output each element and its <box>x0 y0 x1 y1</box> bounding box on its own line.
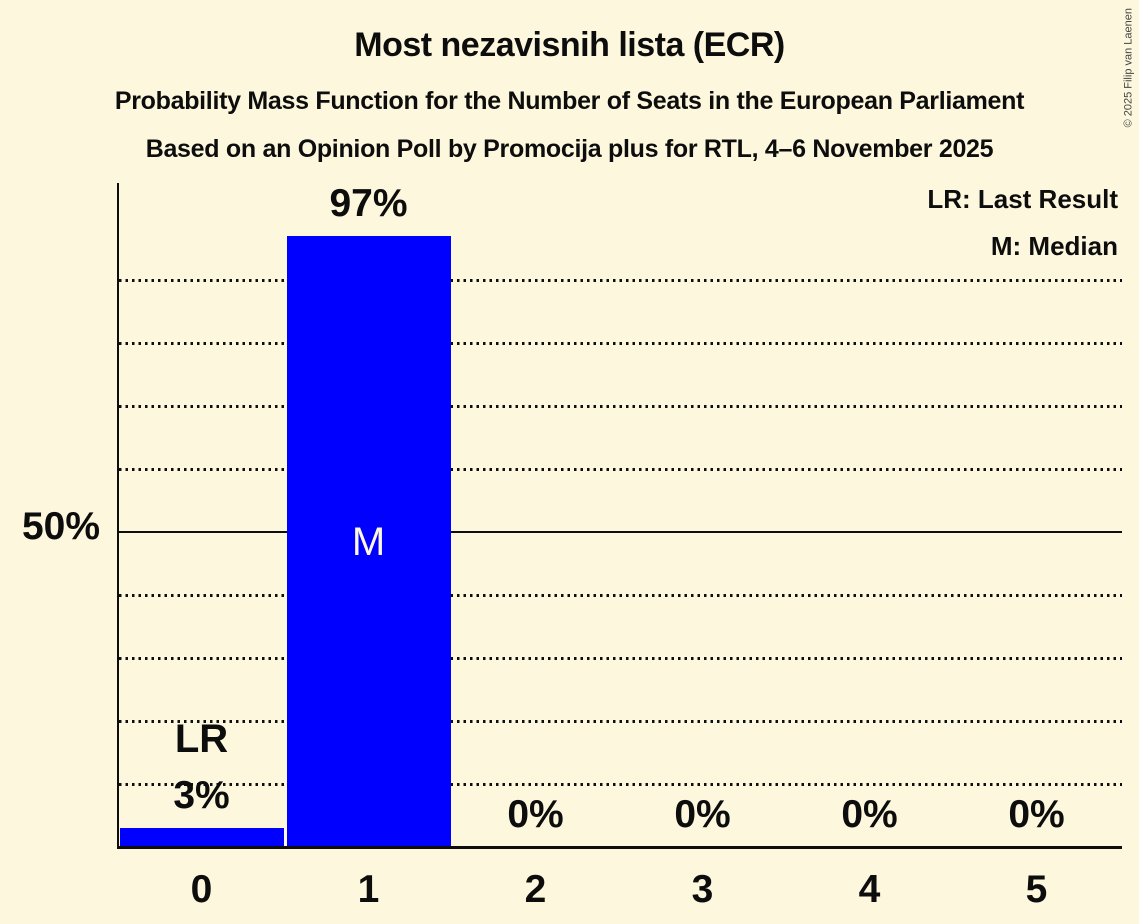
last-result-marker: LR <box>174 717 229 761</box>
gridline-50pct-solid <box>119 531 1122 533</box>
y-axis-line <box>117 183 119 847</box>
x-tick-label-seats-1: 1 <box>357 868 380 911</box>
x-tick-label-seats-5: 5 <box>1025 868 1048 911</box>
gridline-60pct <box>119 468 1122 471</box>
x-tick-label-seats-2: 2 <box>524 868 547 911</box>
gridline-90pct <box>119 279 1122 282</box>
gridline-10pct <box>119 783 1122 786</box>
gridline-70pct <box>119 405 1122 408</box>
legend-last-result: LR: Last Result <box>927 184 1118 214</box>
bar-value-label-seats-1: 97% <box>329 182 408 225</box>
chart-subtitle: Probability Mass Function for the Number… <box>114 87 1025 115</box>
legend-median: M: Median <box>990 231 1118 261</box>
bar-value-label-seats-2: 0% <box>507 793 564 836</box>
x-tick-label-seats-3: 3 <box>691 868 714 911</box>
median-marker: M <box>351 520 386 564</box>
x-tick-label-seats-0: 0 <box>190 868 213 911</box>
x-axis-line <box>117 846 1122 849</box>
gridline-40pct <box>119 594 1122 597</box>
bar-seats-1 <box>286 236 451 847</box>
y-axis-tick-label: 50% <box>21 505 100 548</box>
bar-seats-0 <box>119 828 284 847</box>
bar-value-label-seats-0: 3% <box>173 774 230 817</box>
chart-title: Most nezavisnih lista (ECR) <box>354 26 785 64</box>
chart-source-line: Based on an Opinion Poll by Promocija pl… <box>145 135 994 163</box>
gridline-30pct <box>119 657 1122 660</box>
gridline-80pct <box>119 342 1122 345</box>
gridline-20pct <box>119 720 1122 723</box>
bar-value-label-seats-4: 0% <box>841 793 898 836</box>
x-tick-label-seats-4: 4 <box>858 868 881 911</box>
bar-value-label-seats-5: 0% <box>1008 793 1065 836</box>
bar-value-label-seats-3: 0% <box>674 793 731 836</box>
